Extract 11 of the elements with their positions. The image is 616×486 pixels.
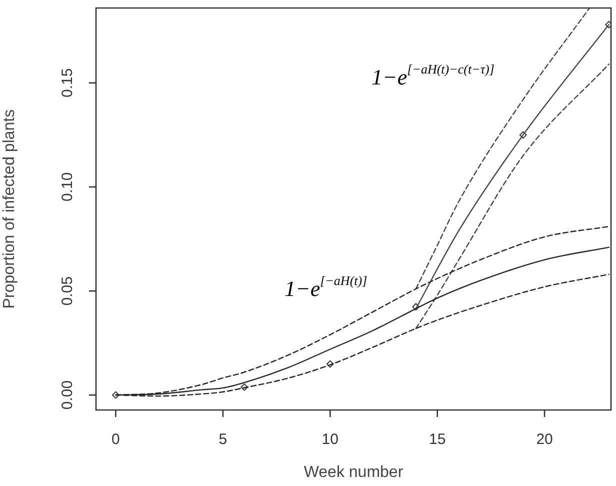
y-tick-label: 0.10 xyxy=(59,172,76,202)
x-tick-label: 20 xyxy=(536,431,553,448)
y-axis-title: Proportion of infected plants xyxy=(1,109,18,309)
y-tick-label: 0.15 xyxy=(59,68,76,98)
x-tick-label: 0 xyxy=(112,431,120,448)
x-axis-title: Week number xyxy=(304,464,404,481)
y-tick-label: 0.00 xyxy=(59,380,76,410)
x-tick-label: 15 xyxy=(428,431,446,448)
x-tick-label: 10 xyxy=(322,431,338,448)
x-tick-label: 5 xyxy=(218,431,228,448)
y-tick-label: 0.05 xyxy=(59,276,76,306)
